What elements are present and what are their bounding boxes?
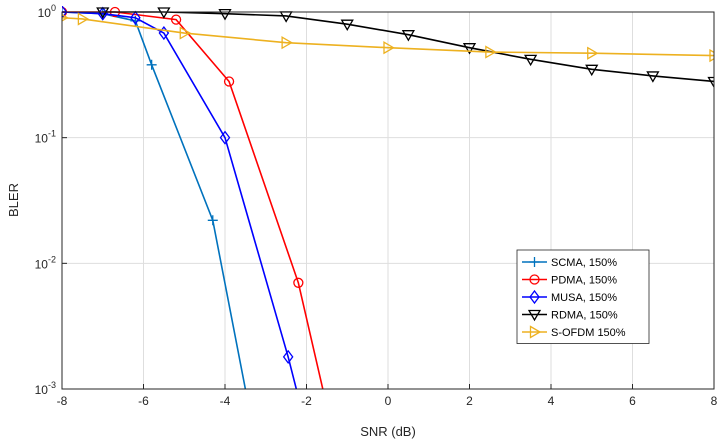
x-tick-label: -6 (138, 394, 149, 408)
data-point (646, 71, 660, 83)
data-point (170, 14, 182, 25)
x-tick-label: 4 (548, 394, 555, 408)
data-point (709, 48, 714, 63)
legend-marker (529, 257, 540, 267)
data-point (587, 46, 599, 60)
data-point (383, 41, 395, 55)
series-3 (96, 7, 714, 89)
x-axis-label: SNR (dB) (360, 424, 416, 439)
legend-marker (529, 274, 540, 285)
data-point (707, 76, 714, 89)
legend-item: S-OFDM 150% (522, 325, 626, 339)
data-point (485, 45, 497, 59)
legend-marker (529, 325, 542, 339)
y-tick-label: 10-3 (35, 380, 56, 397)
legend-marker (527, 309, 542, 322)
data-point (62, 6, 68, 20)
data-point (77, 12, 90, 26)
series-4 (62, 12, 714, 63)
data-point (157, 7, 171, 19)
data-point (223, 76, 235, 87)
x-tick-label: 8 (711, 394, 717, 408)
x-tick-label: 6 (629, 394, 636, 408)
data-point (62, 13, 69, 22)
x-tick-label: -8 (57, 394, 68, 408)
y-tick-label: 100 (38, 3, 56, 20)
data-point (401, 30, 416, 42)
x-tick-labels: -8 -6 -4 -2 0 2 4 6 8 (57, 384, 717, 408)
legend-item: SCMA, 150% (522, 257, 617, 269)
data-point (340, 19, 354, 31)
data-point (523, 54, 538, 67)
legend-marker (529, 289, 540, 305)
legend-label: SCMA, 150% (551, 257, 617, 269)
x-tick-label: 2 (466, 394, 473, 408)
data-point (219, 130, 231, 145)
y-tick-label: 10-2 (35, 254, 56, 271)
legend: SCMA, 150% PDMA, 150% MUSA, 150% RDMA, 150%… (516, 249, 650, 344)
legend-item: PDMA, 150% (522, 274, 617, 287)
series-layer (62, 6, 714, 389)
data-point (218, 9, 232, 21)
x-tick-label: 0 (385, 394, 392, 408)
legend-label: MUSA, 150% (551, 292, 617, 304)
data-point (130, 10, 141, 25)
data-point (179, 26, 192, 40)
series-line (62, 16, 714, 57)
legend-label: RDMA, 150% (551, 310, 618, 322)
data-point (96, 7, 110, 19)
data-point (293, 277, 304, 288)
data-point (146, 59, 157, 70)
x-tick-label: -4 (220, 394, 231, 408)
data-point (281, 36, 293, 50)
legend-item: RDMA, 150% (522, 310, 618, 322)
data-point (207, 215, 218, 226)
data-point (282, 349, 294, 365)
legend-item: MUSA, 150% (522, 289, 617, 305)
data-point (462, 43, 477, 55)
y-axis-label: BLER (6, 183, 21, 217)
legend-label: S-OFDM 150% (551, 327, 626, 339)
series-line (62, 11, 298, 389)
data-point (585, 64, 599, 77)
series-line (102, 11, 714, 83)
x-tick-label: -2 (301, 394, 312, 408)
y-tick-labels: 100 10-1 10-2 10-3 (35, 3, 67, 397)
legend-label: PDMA, 150% (551, 275, 617, 287)
y-tick-label: 10-1 (35, 129, 56, 146)
